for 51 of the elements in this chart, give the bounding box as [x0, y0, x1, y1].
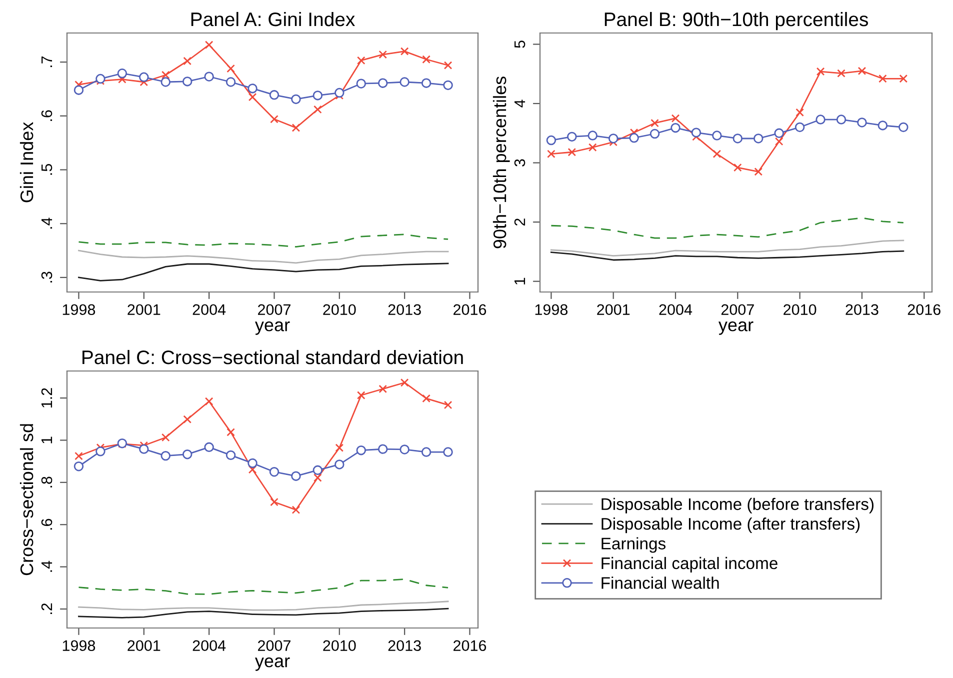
x-tick-label: 2001 [128, 640, 160, 652]
x-axis-title: year [718, 321, 754, 335]
chart-title: Panel B: 90th−10th percentiles [604, 12, 868, 30]
x-tick-label: 2007 [721, 304, 754, 316]
x-tick-label: 2001 [597, 304, 630, 316]
y-tick-label: .7 [42, 56, 52, 68]
x-tick-label: 2007 [258, 304, 290, 316]
y-tick-label: 4 [514, 100, 526, 108]
y-tick-label: .6 [41, 110, 52, 121]
y-tick-label: .4 [42, 560, 52, 572]
x-tick-label: 2013 [846, 304, 878, 316]
y-tick-label: .6 [41, 518, 52, 530]
y-tick-label: 1 [42, 436, 52, 444]
x-tick-label: 2004 [659, 304, 692, 316]
y-tick-label: 5 [514, 40, 526, 48]
x-tick-label: 2016 [454, 640, 486, 652]
x-tick-label: 2013 [388, 640, 421, 652]
legend-label: Disposable Income (after transfers) [602, 518, 860, 534]
y-tick-label: .4 [42, 218, 52, 229]
x-tick-label: 2010 [784, 304, 816, 316]
x-tick-label: 1998 [535, 304, 568, 316]
y-tick-label: 1 [514, 278, 526, 284]
x-tick-label: 2010 [323, 304, 356, 316]
x-tick-label: 1998 [62, 640, 96, 652]
x-tick-label: 2001 [128, 304, 160, 316]
y-tick-label: .8 [41, 476, 52, 488]
chart-title: Panel A: Gini Index [191, 12, 355, 26]
legend-label: Financial wealth [602, 576, 719, 589]
x-axis-title: year [254, 657, 290, 671]
x-tick-label: 2007 [258, 640, 290, 652]
y-axis-title: 90th−10th percentiles [492, 76, 510, 248]
chart-title: Panel C: Cross−sectional standard deviation [82, 350, 463, 364]
y-tick-label: .2 [41, 603, 52, 614]
x-tick-label: 2004 [192, 304, 226, 316]
x-tick-label: 2016 [454, 304, 486, 316]
x-axis-title: year [254, 321, 290, 335]
legend-label: Financial capital income [602, 556, 778, 572]
y-axis-title: Gini Index [20, 122, 34, 202]
y-tick-label: 3 [514, 159, 526, 166]
y-tick-label: .5 [42, 164, 52, 175]
x-tick-label: 2010 [323, 640, 356, 652]
y-tick-label: 2 [514, 218, 526, 226]
y-tick-label: 1.2 [41, 388, 52, 408]
x-tick-label: 2013 [388, 304, 421, 316]
y-tick-label: .3 [41, 272, 52, 282]
x-tick-label: 2004 [192, 640, 226, 652]
legend-label: Disposable Income (before transfers) [602, 498, 874, 514]
x-tick-label: 1998 [62, 304, 96, 316]
y-axis-title: Cross−sectional sd [20, 424, 34, 576]
legend-label: Earnings [602, 537, 666, 553]
x-tick-label: 2016 [908, 304, 940, 316]
